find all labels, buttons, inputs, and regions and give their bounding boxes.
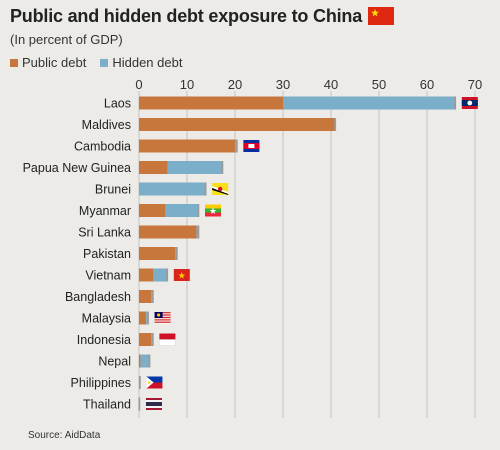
category-labels: Laos Maldives Cambodia Papua New Guinea Brun… [23,97,131,412]
category-label-brunei: Brunei [95,183,131,197]
philippines-flag-icon [146,376,163,389]
bar-end-cap [334,118,337,131]
bar-end-cap [151,290,154,303]
category-label-cambodia: Cambodia [74,140,131,154]
bar-end-cap [197,204,200,217]
category-label-maldives: Maldives [82,118,131,132]
legend-label-hidden: Hidden debt [112,55,183,70]
china-flag-icon [368,7,395,25]
bar-hidden-myanmar [165,204,199,217]
bar-end-cap [235,139,238,153]
bar-hidden-papua-new-guinea [167,161,223,174]
bar-end-cap [221,161,224,174]
bar-public-cambodia [139,139,235,153]
chart-title: Public and hidden debt exposure to China [10,6,395,27]
x-tick-label: 0 [135,77,142,92]
svg-text:★: ★ [209,207,217,217]
vietnam-flag-icon: ★ [173,269,190,282]
bar-end-cap [175,247,178,260]
bar-hidden-vietnam [153,268,168,282]
tick-layer: 0 10 20 30 40 50 60 70 [135,77,482,92]
legend: Public debt Hidden debt [10,55,182,70]
category-label-philippines: Philippines [71,376,131,390]
malaysia-flag-icon [154,312,171,324]
bar-public-laos [139,96,283,110]
category-label-bangladesh: Bangladesh [65,290,131,304]
svg-text:★: ★ [178,272,186,282]
bar-public-vietnam [139,268,154,282]
bar-end-cap [147,311,149,325]
brunei-flag-icon [212,183,229,195]
bar-public-sri-lanka [139,225,197,239]
legend-label-public: Public debt [22,55,87,70]
bar-end-cap [204,182,207,196]
category-label-indonesia: Indonesia [77,333,131,347]
x-tick-label: 10 [180,77,194,92]
x-tick-label: 30 [276,77,290,92]
legend-swatch-hidden [100,58,109,67]
category-label-pakistan: Pakistan [83,247,131,261]
cambodia-flag-icon [243,140,260,152]
bar-public-bangladesh [139,290,151,303]
bar-public-pakistan [139,247,175,260]
category-label-laos: Laos [104,97,131,111]
category-label-sri-lanka: Sri Lanka [78,226,131,240]
bar-public-malaysia [139,311,147,325]
bar-public-indonesia [139,333,151,346]
bar-end-cap [166,268,169,282]
category-label-nepal: Nepal [98,355,131,369]
thailand-flag-icon [145,398,162,410]
bar-hidden-laos [283,96,456,110]
bar-public-maldives [139,118,336,131]
laos-flag-icon [461,97,478,109]
bars [138,96,457,411]
category-label-myanmar: Myanmar [79,204,131,218]
bar-end-cap [454,96,457,110]
bar-public-papua-new-guinea [139,161,168,174]
legend-item-hidden: Hidden debt [100,55,182,70]
bar-end-cap [151,333,154,346]
source-note: Source: AidData [28,430,101,441]
myanmar-flag-icon: ★ [205,204,221,217]
category-label-papua-new-guinea: Papua New Guinea [23,161,131,175]
x-tick-label: 70 [468,77,482,92]
bar-public-myanmar [139,204,166,217]
chart-subtitle: (In percent of GDP) [10,32,123,47]
x-tick-label: 20 [228,77,242,92]
category-label-malaysia: Malaysia [82,312,131,326]
x-tick-label: 50 [372,77,386,92]
x-tick-label: 60 [420,77,434,92]
category-label-thailand: Thailand [83,398,131,412]
bar-end-cap [138,376,141,389]
indonesia-flag-icon [159,333,176,346]
bar-end-cap [148,354,151,368]
legend-item-public: Public debt [10,55,86,70]
bar-hidden-nepal [140,354,151,368]
flags: ★★ [145,97,478,410]
bar-end-cap [197,225,200,239]
bar-public-nepal [139,354,141,368]
bar-hidden-brunei [139,182,207,196]
x-tick-label: 40 [324,77,338,92]
category-label-vietnam: Vietnam [85,269,131,283]
bar-end-cap [138,397,141,411]
legend-swatch-public [10,58,18,67]
